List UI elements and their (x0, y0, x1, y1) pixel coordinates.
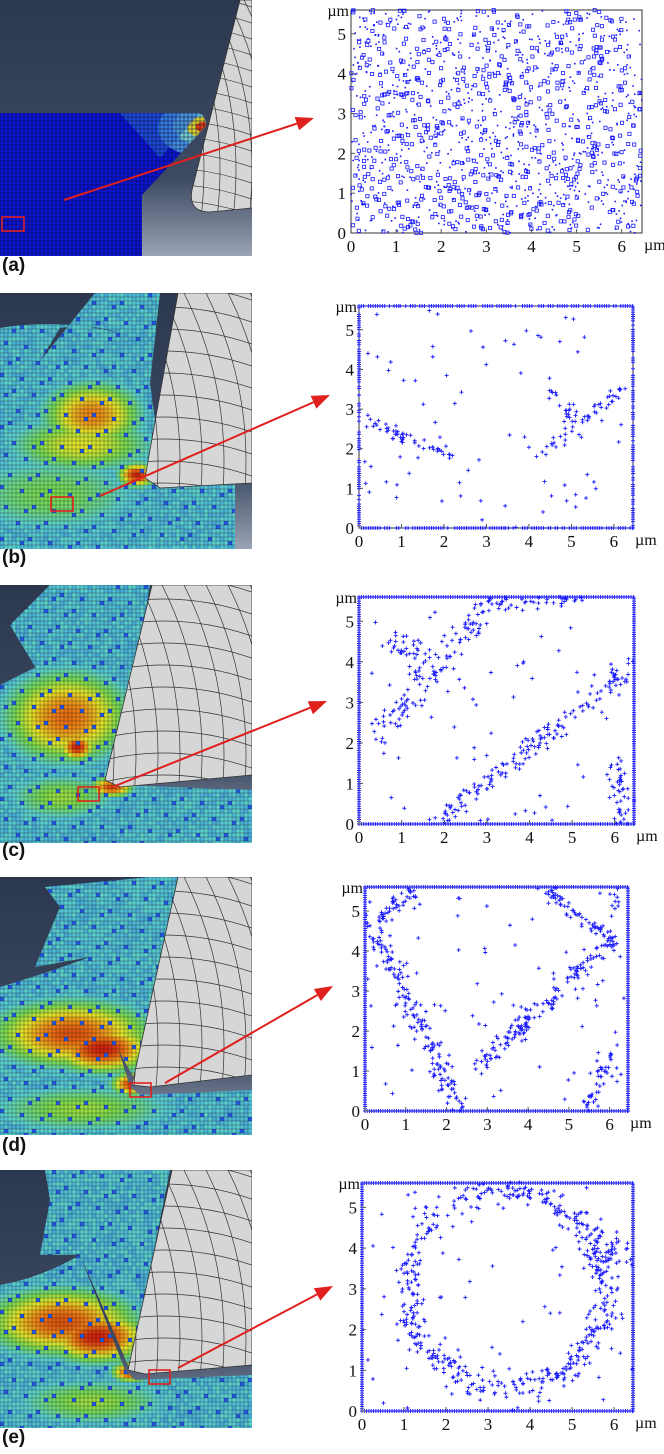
y-tick-label: 1 (346, 774, 355, 793)
selection-region-box (77, 786, 100, 802)
y-tick-label: 0 (338, 224, 347, 243)
x-tick-label: 5 (568, 828, 577, 847)
fem-simulation-panel-b (0, 293, 252, 549)
y-tick-label: 1 (346, 479, 355, 498)
x-tick-label: 6 (611, 828, 620, 847)
y-tick-label: 4 (338, 65, 347, 84)
x-tick-label: 1 (402, 1115, 411, 1134)
y-axis-unit-label: µm (338, 1176, 360, 1193)
x-tick-label: 1 (397, 532, 406, 551)
selection-region-box (148, 1369, 171, 1385)
x-axis-unit-label: µm (644, 237, 664, 254)
panel-label-c: (c) (2, 840, 25, 862)
y-tick-label: 4 (352, 942, 361, 961)
y-axis-unit-label: µm (327, 3, 349, 20)
x-tick-label: 6 (605, 1115, 614, 1134)
y-tick-label: 3 (352, 982, 361, 1001)
y-tick-label: 2 (346, 440, 355, 459)
y-tick-label: 0 (346, 519, 355, 538)
y-tick-label: 3 (338, 105, 347, 124)
fem-simulation-panel-a (0, 0, 252, 256)
x-tick-label: 5 (565, 1115, 574, 1134)
selection-region-box (50, 496, 74, 512)
x-tick-label: 6 (610, 532, 619, 551)
y-tick-label: 4 (349, 1239, 358, 1258)
x-tick-label: 4 (525, 828, 534, 847)
selection-region-box (129, 1082, 152, 1098)
x-tick-label: 3 (482, 237, 491, 256)
y-tick-label: 1 (352, 1062, 361, 1081)
fem-simulation-panel-c (0, 585, 252, 843)
y-tick-label: 5 (349, 1198, 358, 1217)
y-tick-label: 4 (346, 653, 355, 672)
x-tick-label: 4 (525, 532, 534, 551)
x-tick-label: 3 (483, 1115, 492, 1134)
x-tick-label: 6 (617, 237, 626, 256)
y-tick-label: 1 (338, 184, 347, 203)
x-tick-label: 2 (442, 1415, 451, 1434)
x-tick-label: 5 (567, 532, 576, 551)
x-tick-label: 2 (440, 828, 449, 847)
x-axis-unit-label: µm (635, 532, 657, 549)
y-tick-label: 5 (352, 902, 361, 921)
x-tick-label: 0 (355, 828, 364, 847)
y-tick-label: 2 (349, 1321, 358, 1340)
x-axis-unit-label: µm (635, 1415, 657, 1432)
x-tick-label: 1 (397, 828, 406, 847)
y-tick-label: 1 (349, 1361, 358, 1380)
y-tick-label: 3 (346, 400, 355, 419)
y-tick-label: 3 (349, 1280, 358, 1299)
x-tick-label: 5 (572, 237, 581, 256)
x-axis-unit-label: µm (636, 828, 658, 845)
y-tick-label: 2 (338, 144, 347, 163)
panel-label-b: (b) (2, 547, 26, 569)
fem-simulation-panel-e (0, 1170, 252, 1428)
x-axis-unit-label: µm (630, 1115, 652, 1132)
panel-label-d: (d) (2, 1135, 26, 1157)
x-tick-label: 2 (442, 1115, 451, 1134)
y-axis-unit-label: µm (335, 299, 357, 316)
y-tick-label: 3 (346, 693, 355, 712)
y-tick-label: 0 (346, 815, 355, 834)
y-tick-label: 5 (338, 25, 347, 44)
x-tick-label: 4 (526, 1415, 535, 1434)
x-tick-label: 1 (392, 237, 401, 256)
y-tick-label: 4 (346, 360, 355, 379)
x-tick-label: 4 (527, 237, 536, 256)
x-tick-label: 6 (610, 1415, 619, 1434)
y-axis-unit-label: µm (335, 590, 357, 607)
x-tick-label: 3 (484, 1415, 493, 1434)
x-tick-label: 0 (355, 532, 364, 551)
panel-label-a: (a) (2, 255, 25, 277)
fem-simulation-panel-d (0, 877, 252, 1135)
x-tick-label: 3 (482, 532, 491, 551)
x-tick-label: 0 (347, 237, 356, 256)
y-axis-unit-label: µm (341, 880, 363, 897)
x-tick-label: 3 (483, 828, 492, 847)
x-tick-label: 2 (437, 237, 446, 256)
x-tick-label: 2 (440, 532, 449, 551)
selection-region-box (1, 216, 25, 232)
y-tick-label: 5 (346, 612, 355, 631)
x-tick-label: 1 (400, 1415, 409, 1434)
x-tick-label: 0 (358, 1415, 367, 1434)
x-tick-label: 0 (361, 1115, 370, 1134)
y-tick-label: 2 (346, 734, 355, 753)
panel-label-e: (e) (2, 1427, 25, 1449)
y-tick-label: 2 (352, 1022, 361, 1041)
x-tick-label: 5 (568, 1415, 577, 1434)
y-tick-label: 0 (352, 1102, 361, 1121)
x-tick-label: 4 (524, 1115, 533, 1134)
y-tick-label: 0 (349, 1402, 358, 1421)
y-tick-label: 5 (346, 321, 355, 340)
